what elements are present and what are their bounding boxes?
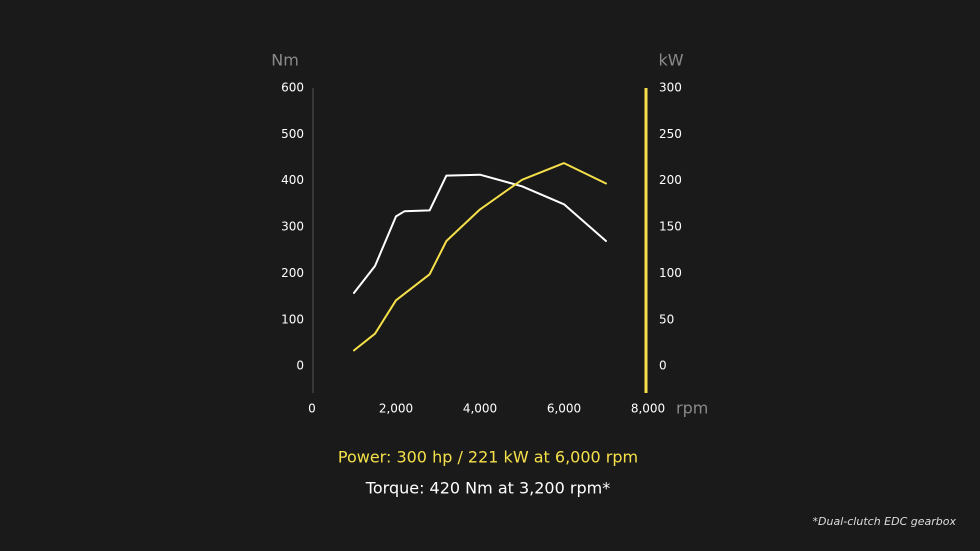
y-tick-label: 400 <box>281 173 304 187</box>
y2-tick-label: 200 <box>659 173 682 187</box>
series-line <box>353 173 607 294</box>
y-tick-label: 0 <box>296 359 304 373</box>
y-tick-label: 500 <box>281 127 304 141</box>
x-tick-label: 0 <box>308 402 316 416</box>
y2-tick-label: 100 <box>659 266 682 280</box>
y2-tick-label: 0 <box>659 359 667 373</box>
series-line <box>353 162 607 352</box>
y-tick-label: 200 <box>281 266 304 280</box>
x-axis-label: rpm <box>676 399 708 418</box>
y2-tick-label: 250 <box>659 127 682 141</box>
x-tick-label: 8,000 <box>631 402 665 416</box>
x-tick-label: 6,000 <box>547 402 581 416</box>
subheadline: Torque: 420 Nm at 3,200 rpm* <box>365 479 610 498</box>
y2-tick-label: 150 <box>659 220 682 234</box>
y2-axis-label: kW <box>658 51 683 70</box>
y-tick-label: 300 <box>281 220 304 234</box>
y2-tick-label: 50 <box>659 312 674 326</box>
x-tick-label: 4,000 <box>463 402 497 416</box>
y2-tick-label: 300 <box>659 81 682 95</box>
x-tick-label: 2,000 <box>379 402 413 416</box>
y-axis-label: Nm <box>271 51 299 70</box>
footnote: *Dual-clutch EDC gearbox <box>813 515 957 528</box>
headline: Power: 300 hp / 221 kW at 6,000 rpm <box>338 448 638 467</box>
y-tick-label: 600 <box>281 81 304 95</box>
y-tick-label: 100 <box>281 312 304 326</box>
